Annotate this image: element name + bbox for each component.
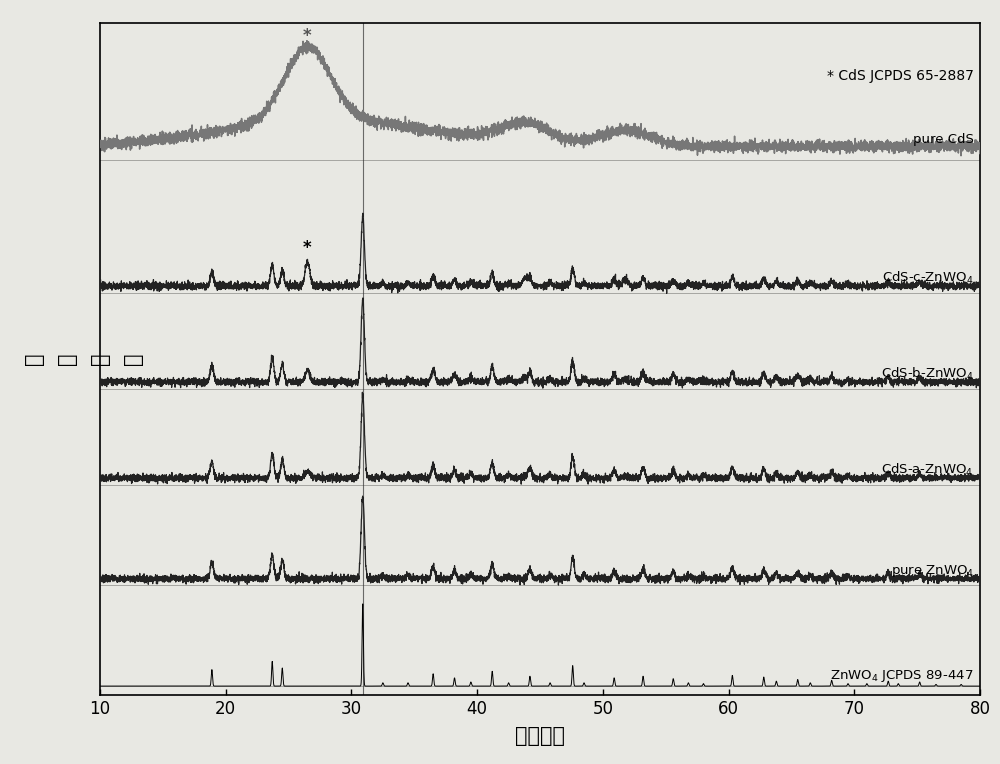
Text: CdS-c-ZnWO$_4$: CdS-c-ZnWO$_4$ [882,270,974,286]
Y-axis label: 衍
射
强
度: 衍 射 强 度 [24,353,143,365]
Text: *: * [303,27,312,45]
Text: ZnWO$_4$ JCPDS 89-447: ZnWO$_4$ JCPDS 89-447 [830,668,974,684]
Text: pure ZnWO$_4$: pure ZnWO$_4$ [891,562,974,578]
Text: * CdS JCPDS 65-2887: * CdS JCPDS 65-2887 [827,69,974,83]
Text: *: * [303,239,312,257]
X-axis label: 扫描角度: 扫描角度 [515,727,565,746]
Text: pure CdS: pure CdS [913,134,974,147]
Text: CdS-a-ZnWO$_4$: CdS-a-ZnWO$_4$ [881,462,974,478]
Text: CdS-b-ZnWO$_4$: CdS-b-ZnWO$_4$ [881,366,974,382]
